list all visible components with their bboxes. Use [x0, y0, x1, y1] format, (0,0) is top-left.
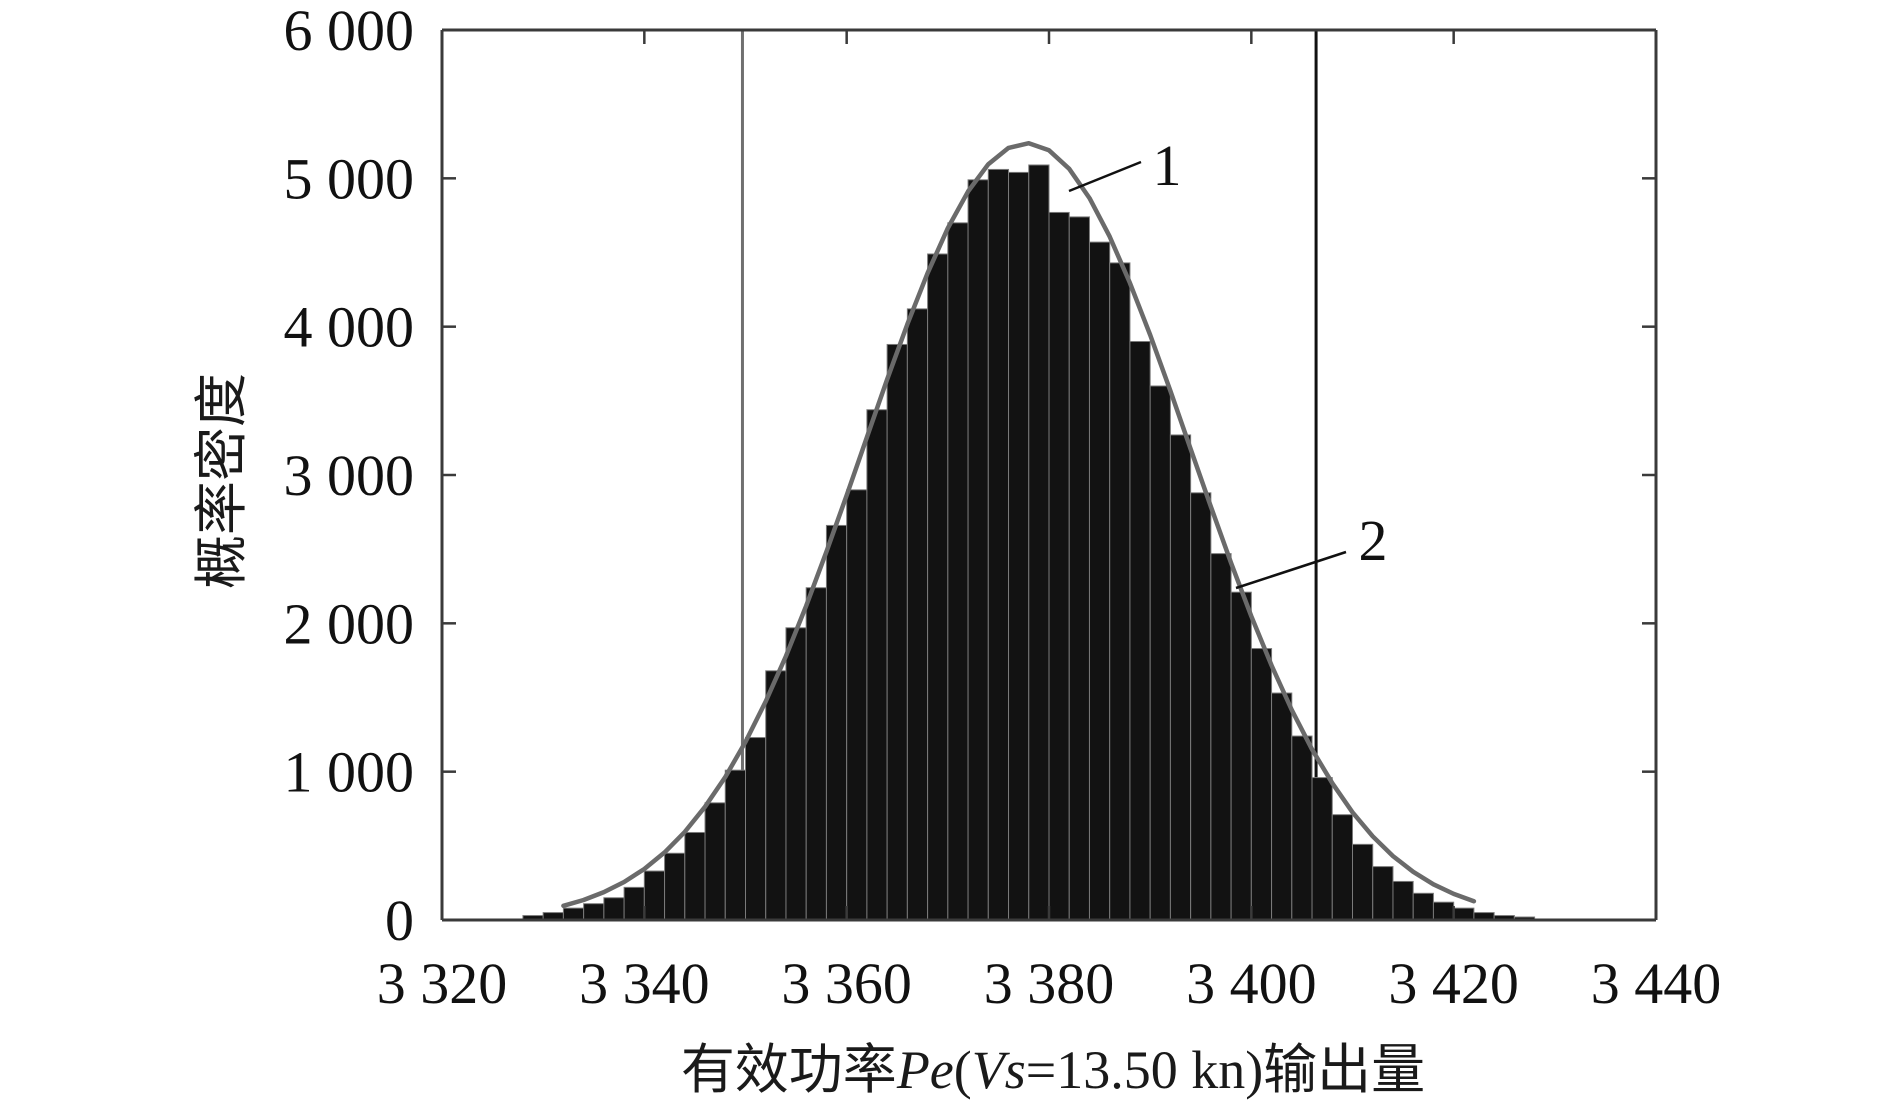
histogram-bar [1331, 814, 1354, 921]
histogram-bar [1048, 211, 1070, 921]
histogram-bars [522, 164, 1536, 921]
histogram-bar [1008, 171, 1030, 921]
annotation-1-label: 1 [1153, 133, 1182, 198]
histogram-bar [1291, 735, 1313, 921]
annotation-1: 1 [1068, 133, 1182, 198]
histogram-bar [825, 524, 848, 921]
histogram-bar [1129, 341, 1151, 921]
histogram-bar [643, 870, 666, 921]
annotation-1-leader [1068, 160, 1142, 193]
histogram-bar [745, 737, 767, 921]
y-tick-labels: 0 1 000 2 000 3 000 4 000 5 000 6 000 [284, 0, 415, 953]
x-axis-label-part: 有效功率 [681, 1038, 897, 1101]
histogram-bar [664, 852, 686, 921]
x-axis-label-part: =13.50 kn)输出量 [1026, 1040, 1425, 1100]
x-axis-label-part: Vs [972, 1040, 1026, 1100]
histogram-bar [906, 308, 929, 921]
y-tick-label: 5 000 [284, 146, 415, 211]
histogram-bar [1432, 901, 1455, 921]
histogram-bar [684, 831, 706, 921]
y-tick-label: 2 000 [284, 591, 415, 656]
x-tick-label: 3 340 [579, 951, 710, 1016]
histogram-bar [1311, 777, 1333, 921]
histogram-bar [1352, 843, 1374, 921]
y-tick-label: 4 000 [284, 295, 415, 360]
histogram-bar [785, 627, 807, 921]
histogram-bar [603, 897, 625, 921]
histogram-bar [1149, 385, 1171, 921]
axis-ticks [440, 28, 1658, 922]
y-tick-label: 0 [385, 888, 414, 953]
histogram-bar [987, 168, 1010, 921]
histogram-bar [724, 769, 746, 921]
histogram-bar [1230, 591, 1252, 921]
histogram-bar [866, 409, 888, 921]
y-axis-label: 概率密度 [190, 373, 253, 589]
x-axis-label-part: Pe [896, 1040, 954, 1100]
x-tick-label: 3 360 [781, 951, 912, 1016]
histogram-bar [1109, 262, 1131, 921]
histogram-bar [583, 903, 605, 921]
histogram-bar [1169, 434, 1192, 921]
histogram-bar [927, 253, 949, 921]
histogram-bar [1068, 216, 1090, 921]
x-tick-label: 3 380 [984, 951, 1115, 1016]
annotation-2-leader [1235, 550, 1347, 590]
x-tick-label: 3 400 [1186, 951, 1317, 1016]
y-tick-label: 6 000 [284, 0, 415, 63]
fitted-curve [561, 140, 1477, 909]
histogram-bar [765, 670, 787, 921]
histogram-bar [947, 222, 969, 921]
histogram-bar [562, 907, 585, 921]
x-tick-label: 3 440 [1591, 951, 1722, 1016]
histogram-bar [1088, 241, 1111, 921]
x-tick-labels: 3 320 3 340 3 360 3 380 3 400 3 420 3 440 [377, 951, 1722, 1016]
annotation-2-label: 2 [1359, 508, 1388, 573]
histogram-bar [1372, 866, 1394, 921]
x-axis-label: 有效功率Pe(Vs=13.50 kn)输出量 [681, 1038, 1425, 1101]
x-axis-label-part: ( [954, 1040, 972, 1100]
histogram-bar [1453, 907, 1475, 921]
histogram-bar [1250, 648, 1273, 921]
histogram-bar [805, 587, 827, 921]
histogram-bar [886, 343, 908, 921]
annotation-2: 2 [1235, 508, 1388, 590]
histogram-bar [967, 179, 989, 921]
histogram-bar [704, 802, 726, 921]
y-tick-label: 3 000 [284, 443, 415, 508]
histogram-bar [1392, 880, 1414, 921]
histogram-bar [1210, 553, 1232, 921]
x-tick-label: 3 420 [1388, 951, 1519, 1016]
histogram-bar [623, 886, 645, 921]
y-tick-label: 1 000 [284, 740, 415, 805]
histogram-bar [1412, 892, 1434, 921]
x-tick-label: 3 320 [377, 951, 508, 1016]
histogram-bar [846, 489, 868, 921]
histogram-bar [1190, 492, 1212, 921]
histogram-bar [1028, 164, 1050, 921]
fitted-curve-layer [561, 140, 1477, 909]
histogram-bar [1271, 692, 1293, 921]
